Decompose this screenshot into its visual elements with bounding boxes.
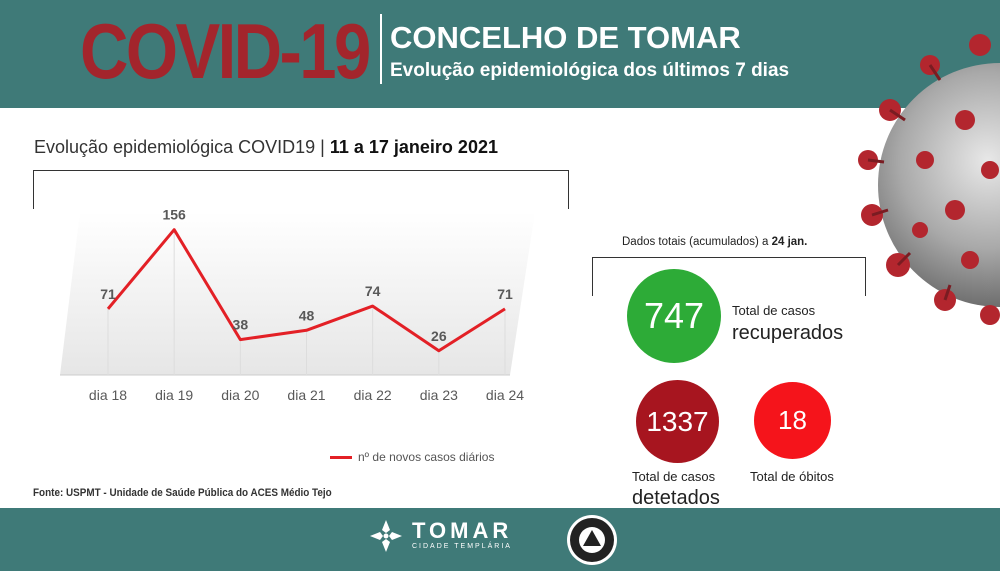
detected-label-big: detetados — [632, 487, 720, 509]
tomar-cross-icon — [370, 520, 402, 552]
tomar-tagline: CIDADE TEMPLÁRIA — [412, 543, 512, 550]
deaths-label: Total de óbitos — [750, 469, 834, 484]
deaths-circle: 18 — [754, 382, 831, 459]
chart-bracket — [33, 170, 569, 209]
recovered-circle: 747 — [627, 269, 721, 363]
chart-heading-dates: 11 a 17 janeiro 2021 — [329, 137, 498, 157]
x-tick-label: dia 23 — [420, 387, 458, 403]
x-tick-label: dia 24 — [486, 387, 524, 403]
x-tick-label: dia 20 — [221, 387, 259, 403]
totals-heading-date: 24 jan. — [771, 236, 808, 248]
header-subtitle: Evolução epidemiológica dos últimos 7 di… — [390, 60, 790, 81]
data-label: 38 — [233, 317, 249, 333]
data-label: 74 — [365, 283, 381, 299]
source-note: Fonte: USPMT - Unidade de Saúde Pública … — [33, 487, 332, 499]
tomar-logo: TOMAR CIDADE TEMPLÁRIA — [368, 518, 512, 554]
legend-swatch — [330, 455, 352, 459]
legend-label: nº de novos casos diários — [358, 450, 495, 464]
line-chart: 71 156 38 48 74 26 71 dia 18 dia 19 dia 20 dia 21 d… — [60, 207, 535, 403]
series-line — [106, 228, 506, 353]
totals-heading-prefix: Dados totais (acumulados) a — [622, 236, 772, 248]
data-label: 71 — [497, 286, 513, 302]
civil-protection-icon — [567, 515, 617, 565]
chart-legend: nº de novos casos diários — [330, 450, 494, 464]
data-label: 71 — [100, 286, 116, 302]
totals-bracket — [592, 257, 866, 296]
x-tick-label: dia 22 — [354, 387, 392, 403]
totals-heading: Dados totais (acumulados) a 24 jan. — [622, 236, 807, 248]
x-tick-label: dia 18 — [89, 387, 127, 403]
header-divider — [380, 14, 382, 84]
x-tick-label: dia 19 — [155, 387, 193, 403]
header-title: CONCELHO DE TOMAR — [390, 20, 741, 55]
coronavirus-icon — [858, 34, 1000, 325]
chart-heading: Evolução epidemiológica COVID19 | 11 a 1… — [34, 137, 498, 158]
x-tick-label: dia 21 — [287, 387, 325, 403]
detected-circle: 1337 — [636, 380, 719, 463]
covid-title: COVID-19 — [80, 7, 371, 95]
recovered-label-small: Total de casos — [732, 303, 816, 318]
footer-band — [0, 508, 1000, 571]
data-label: 48 — [299, 307, 315, 323]
recovered-label-big: recuperados — [732, 322, 844, 344]
data-label: 156 — [162, 207, 186, 223]
detected-label-small: Total de casos — [632, 469, 716, 484]
tomar-wordmark: TOMAR CIDADE TEMPLÁRIA — [412, 520, 512, 552]
tomar-word: TOMAR — [412, 518, 513, 543]
data-label: 26 — [431, 328, 447, 344]
header-band — [0, 0, 1000, 108]
chart-heading-prefix: Evolução epidemiológica COVID19 | — [34, 137, 330, 157]
chart-background — [60, 212, 535, 375]
